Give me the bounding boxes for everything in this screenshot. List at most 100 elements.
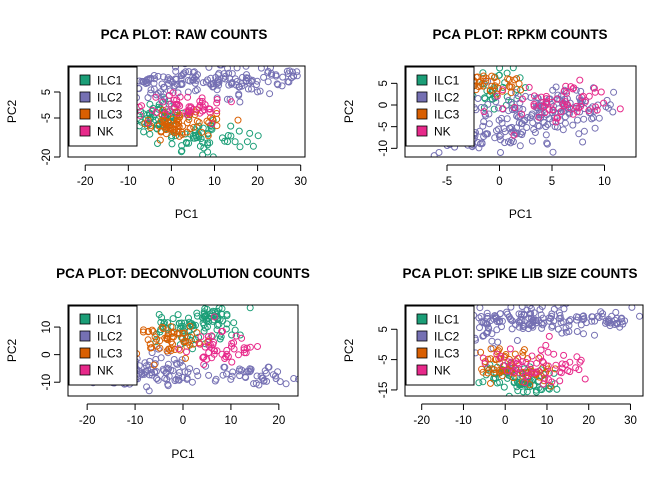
point-ilc2 bbox=[582, 319, 590, 327]
point-ilc1 bbox=[519, 388, 527, 396]
point-ilc2 bbox=[210, 83, 218, 91]
point-ilc2 bbox=[148, 349, 156, 357]
y-tick-label: -10 bbox=[41, 374, 53, 391]
point-nk bbox=[544, 348, 552, 356]
point-ilc2 bbox=[476, 305, 484, 312]
point-nk bbox=[535, 113, 543, 121]
point-ilc2 bbox=[144, 94, 152, 102]
x-tick-label: 0 bbox=[502, 415, 508, 427]
point-nk bbox=[552, 118, 560, 126]
point-nk bbox=[546, 369, 553, 377]
point-ilc2 bbox=[247, 367, 255, 375]
point-nk bbox=[136, 111, 144, 119]
point-ilc1 bbox=[227, 132, 235, 140]
point-ilc2 bbox=[253, 81, 260, 89]
point-ilc1 bbox=[496, 378, 504, 386]
point-ilc2 bbox=[161, 374, 169, 382]
point-ilc2 bbox=[253, 77, 261, 85]
point-nk bbox=[228, 358, 236, 366]
point-ilc2 bbox=[228, 372, 236, 380]
point-ilc2 bbox=[262, 369, 270, 377]
point-ilc2 bbox=[260, 73, 268, 81]
point-ilc3 bbox=[147, 344, 155, 352]
point-ilc1 bbox=[201, 312, 209, 320]
point-nk bbox=[480, 108, 488, 116]
point-ilc1 bbox=[206, 312, 214, 320]
point-nk bbox=[210, 313, 218, 321]
point-ilc1 bbox=[235, 127, 243, 135]
point-ilc1 bbox=[158, 314, 166, 321]
point-nk bbox=[213, 96, 221, 103]
point-ilc3 bbox=[540, 377, 548, 385]
point-nk bbox=[561, 98, 569, 106]
legend-swatch-ilc1 bbox=[416, 74, 428, 86]
point-ilc2 bbox=[569, 121, 577, 129]
point-nk bbox=[224, 353, 232, 360]
point-nk bbox=[173, 96, 181, 104]
legend-label-ilc2: ILC2 bbox=[97, 330, 123, 344]
point-ilc2 bbox=[516, 142, 524, 150]
point-ilc2 bbox=[272, 372, 279, 380]
x-axis-label: PC1 bbox=[512, 447, 536, 461]
point-nk bbox=[515, 360, 523, 368]
point-ilc1 bbox=[218, 305, 226, 313]
point-ilc1 bbox=[177, 148, 185, 156]
point-ilc1 bbox=[496, 66, 504, 72]
point-nk bbox=[554, 114, 562, 122]
point-ilc1 bbox=[481, 95, 489, 103]
point-nk bbox=[572, 364, 580, 372]
point-ilc2 bbox=[172, 66, 179, 71]
point-ilc2 bbox=[171, 82, 179, 90]
point-ilc3 bbox=[161, 334, 169, 342]
point-nk bbox=[542, 341, 550, 349]
point-ilc2 bbox=[610, 88, 618, 96]
legend: ILC1 ILC2 ILC3 NK bbox=[68, 305, 138, 386]
point-ilc3 bbox=[479, 368, 487, 376]
point-ilc3 bbox=[509, 374, 517, 382]
point-ilc3 bbox=[488, 72, 496, 80]
point-ilc2 bbox=[542, 131, 550, 139]
legend-label-ilc1: ILC1 bbox=[97, 74, 123, 88]
point-ilc2 bbox=[274, 81, 282, 89]
point-ilc3 bbox=[186, 322, 194, 330]
y-tick-label: 5 bbox=[378, 80, 390, 86]
point-nk bbox=[183, 348, 190, 356]
point-ilc2 bbox=[223, 370, 230, 378]
point-nk bbox=[585, 92, 593, 100]
point-ilc3 bbox=[183, 119, 191, 127]
y-tick-label: 0 bbox=[41, 351, 53, 357]
point-ilc2 bbox=[636, 312, 643, 320]
point-ilc1 bbox=[178, 319, 186, 327]
y-tick-label: -20 bbox=[41, 149, 53, 166]
point-nk bbox=[479, 354, 487, 362]
point-ilc2 bbox=[192, 87, 199, 95]
y-tick-label: -5 bbox=[41, 113, 53, 123]
point-ilc2 bbox=[194, 71, 201, 79]
point-ilc1 bbox=[532, 386, 540, 394]
point-ilc2 bbox=[484, 100, 492, 108]
point-nk bbox=[532, 368, 540, 376]
point-ilc2 bbox=[205, 66, 213, 71]
point-ilc3 bbox=[146, 340, 154, 348]
point-nk bbox=[197, 333, 205, 341]
point-ilc3 bbox=[213, 110, 221, 117]
point-ilc3 bbox=[234, 116, 242, 124]
point-nk bbox=[503, 367, 511, 375]
x-tick-label: 20 bbox=[582, 415, 595, 427]
point-ilc2 bbox=[575, 94, 583, 102]
x-tick-label: 30 bbox=[294, 176, 307, 188]
point-ilc2 bbox=[602, 103, 610, 111]
point-ilc2 bbox=[591, 124, 599, 132]
point-ilc2 bbox=[254, 88, 261, 96]
point-nk bbox=[541, 374, 549, 382]
point-nk bbox=[541, 102, 549, 110]
point-ilc3 bbox=[505, 82, 513, 90]
point-ilc2 bbox=[493, 318, 501, 326]
x-tick-label: -20 bbox=[413, 415, 430, 427]
x-tick-label: -20 bbox=[77, 176, 94, 188]
point-ilc3 bbox=[477, 348, 485, 356]
point-ilc2 bbox=[138, 77, 146, 85]
point-ilc2 bbox=[257, 66, 265, 72]
point-nk bbox=[235, 351, 242, 359]
legend: ILC1 ILC2 ILC3 NK bbox=[405, 305, 475, 386]
